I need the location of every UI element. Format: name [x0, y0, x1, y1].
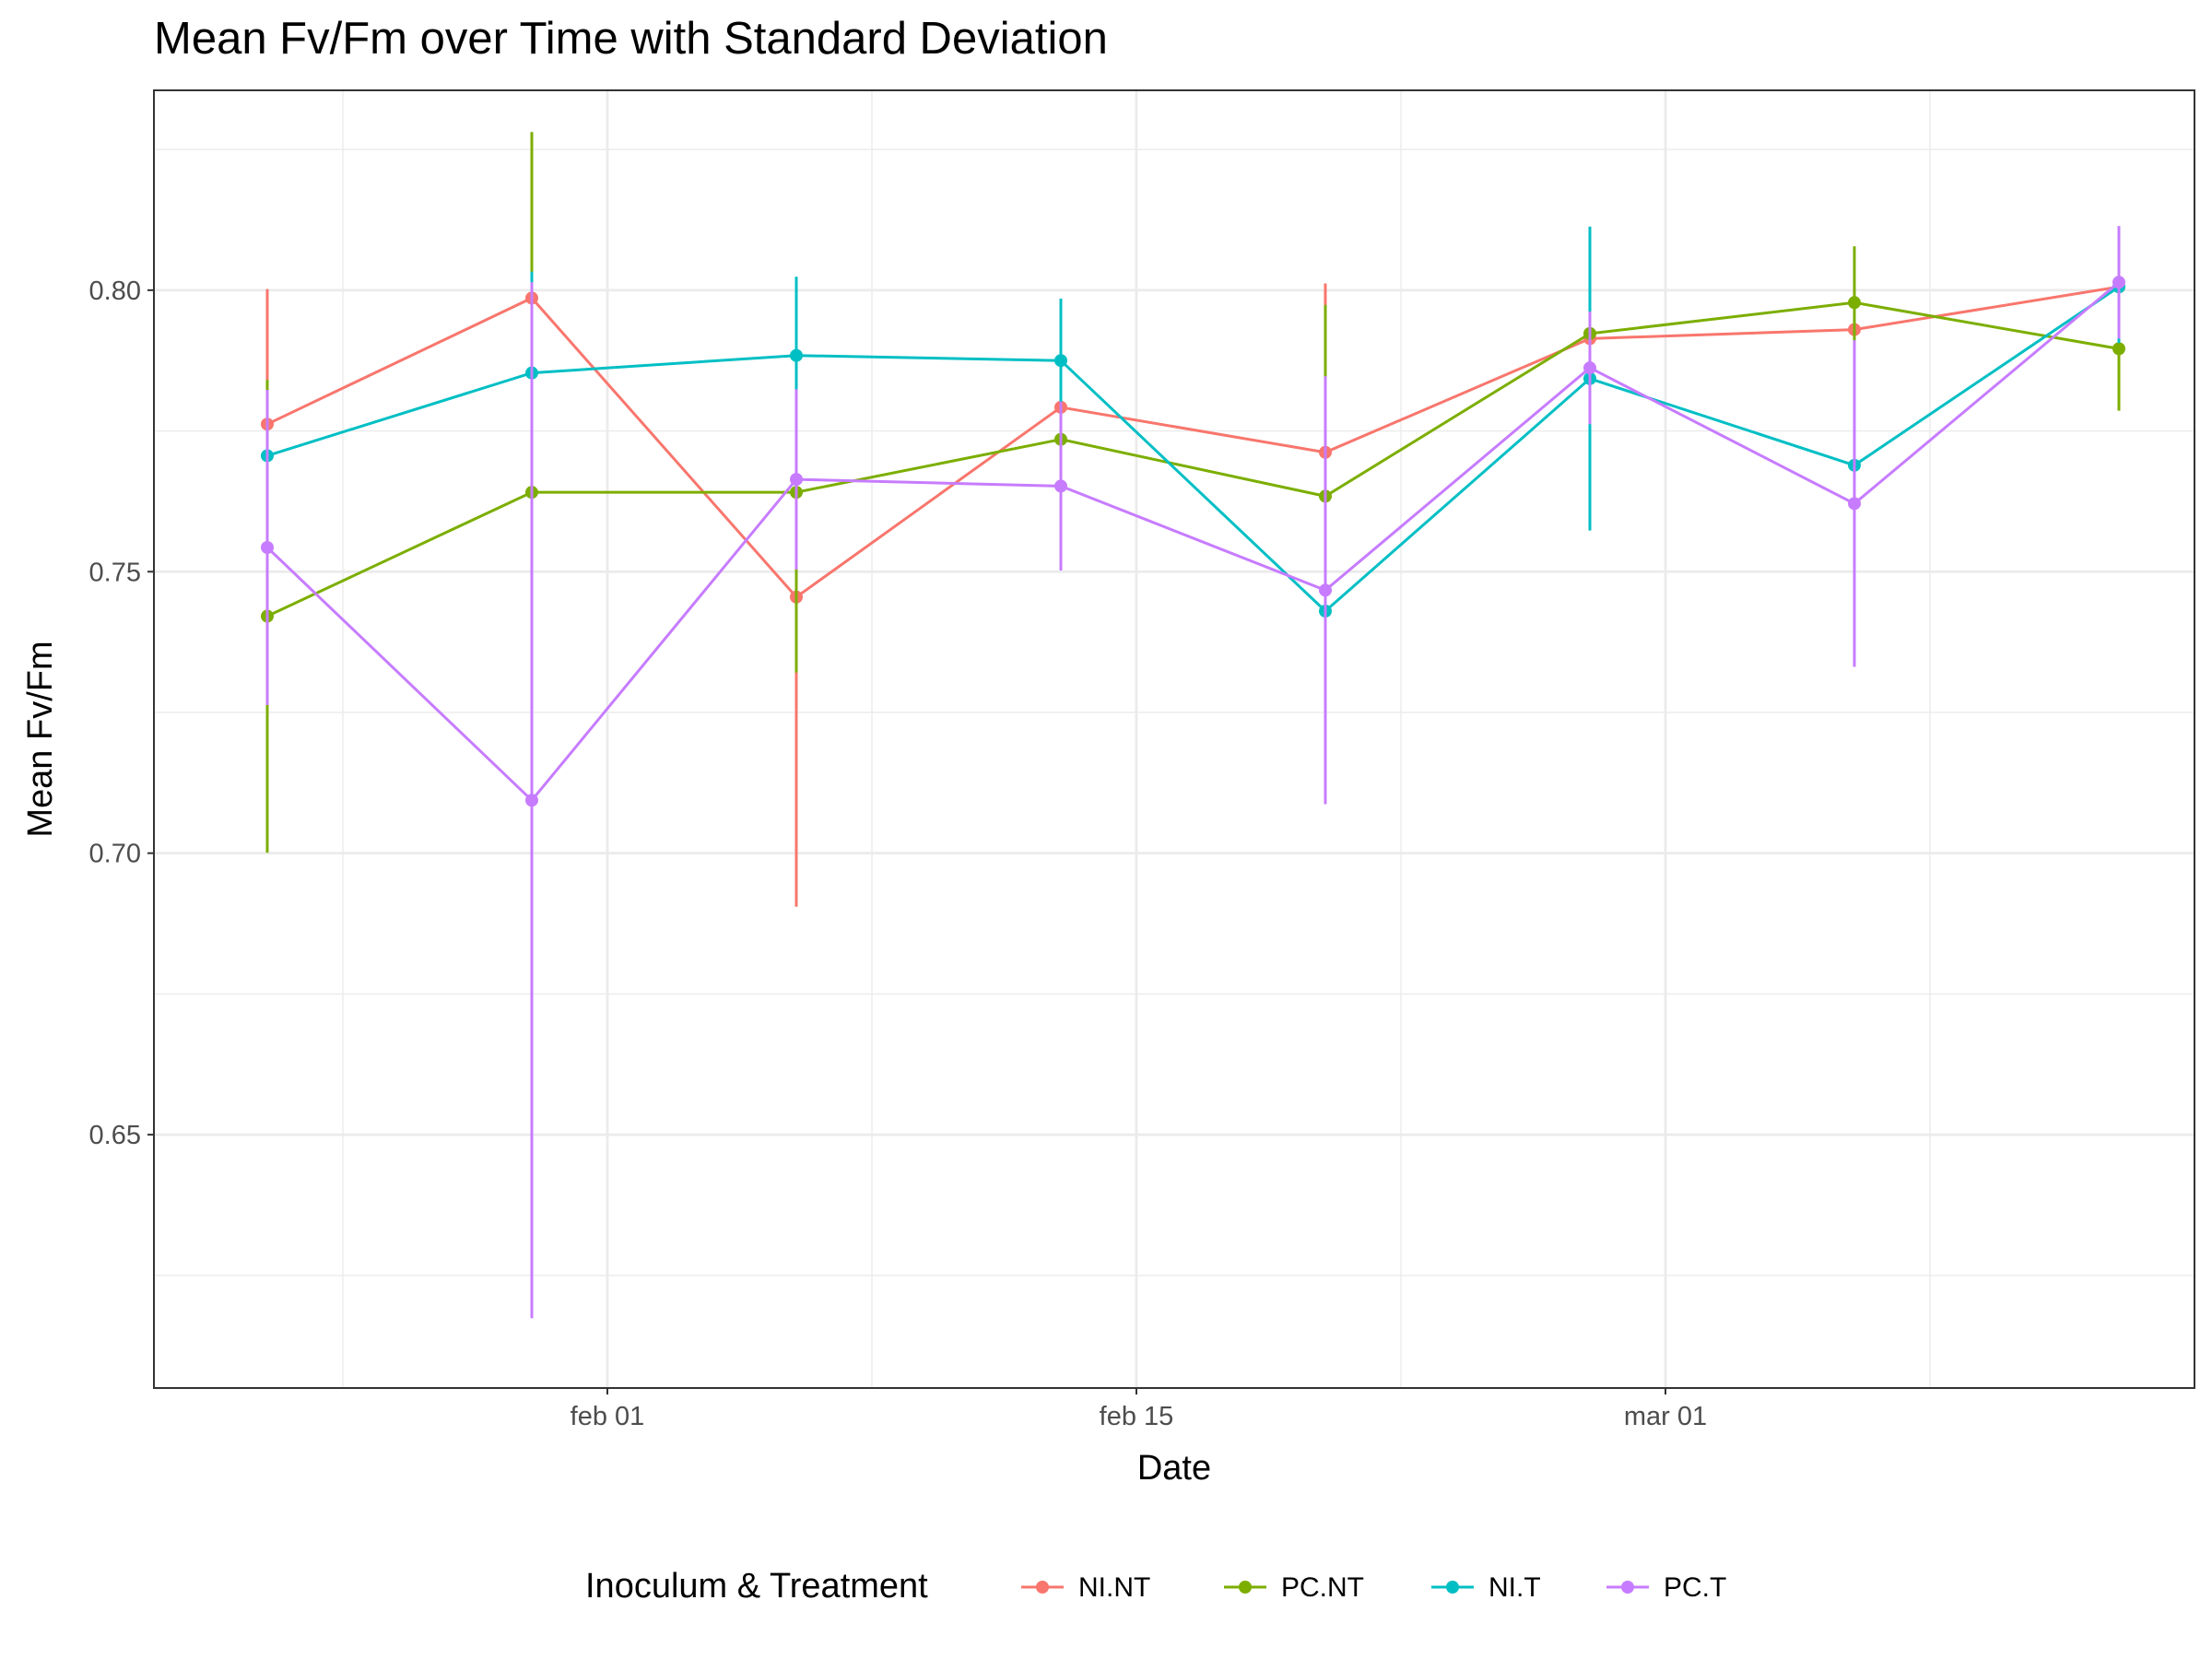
y-tick-label: 0.75 — [89, 558, 141, 587]
y-tick-label: 0.65 — [89, 1121, 141, 1150]
x-axis-title: Date — [1137, 1449, 1211, 1488]
legend-title: Inoculum & Treatment — [585, 1567, 928, 1606]
legend-label: NI.T — [1488, 1572, 1541, 1603]
x-tick-label: feb 01 — [571, 1402, 645, 1431]
series-PC.T — [261, 226, 2125, 1319]
data-point — [1054, 354, 1067, 368]
legend-items: NI.NT PC.NT NI.T PC.T — [1021, 1572, 1726, 1603]
data-point — [790, 348, 803, 362]
series-line — [266, 285, 2120, 599]
legend-key-point — [1621, 1581, 1634, 1594]
legend-key-point — [1036, 1581, 1049, 1594]
series-line — [266, 300, 2120, 618]
legend-item: NI.T — [1431, 1572, 1541, 1603]
legend-label: PC.NT — [1281, 1572, 1364, 1603]
legend-key-point — [1446, 1581, 1459, 1594]
data-point — [1319, 583, 1332, 597]
legend-label: NI.NT — [1078, 1572, 1150, 1603]
legend: Inoculum & Treatment NI.NT PC.NT NI.T PC.T — [585, 1567, 1726, 1606]
x-tick-label: mar 01 — [1624, 1402, 1707, 1431]
y-axis-title: Mean Fv/Fm — [21, 641, 60, 837]
data-point — [2112, 342, 2125, 356]
data-point — [2112, 276, 2125, 289]
y-tick-label: 0.70 — [89, 840, 141, 869]
legend-item: PC.NT — [1224, 1572, 1364, 1603]
legend-label: PC.T — [1664, 1572, 1726, 1603]
series-line — [265, 281, 2120, 803]
plot-panel — [154, 90, 2194, 1388]
data-point — [261, 541, 274, 555]
data-point — [1583, 361, 1596, 375]
x-tick-label: feb 15 — [1100, 1402, 1174, 1431]
y-tick-label: 0.80 — [89, 276, 141, 306]
series-layer — [261, 132, 2125, 1319]
legend-item: NI.NT — [1021, 1572, 1150, 1603]
data-point — [1054, 479, 1067, 493]
plot-panel-border — [153, 89, 2195, 1389]
legend-item: PC.T — [1606, 1572, 1726, 1603]
data-point — [790, 473, 803, 487]
grid-layer — [154, 90, 2194, 1388]
tick-layer: 0.65 0.70 0.75 0.80 feb 01 feb 15 mar 01 — [89, 276, 1708, 1431]
legend-key-point — [1239, 1581, 1252, 1594]
data-point — [1848, 296, 1861, 310]
series-line — [266, 285, 2120, 614]
chart-title: Mean Fv/Fm over Time with Standard Devia… — [154, 14, 1108, 64]
data-point — [525, 794, 538, 807]
data-point — [1848, 497, 1861, 511]
